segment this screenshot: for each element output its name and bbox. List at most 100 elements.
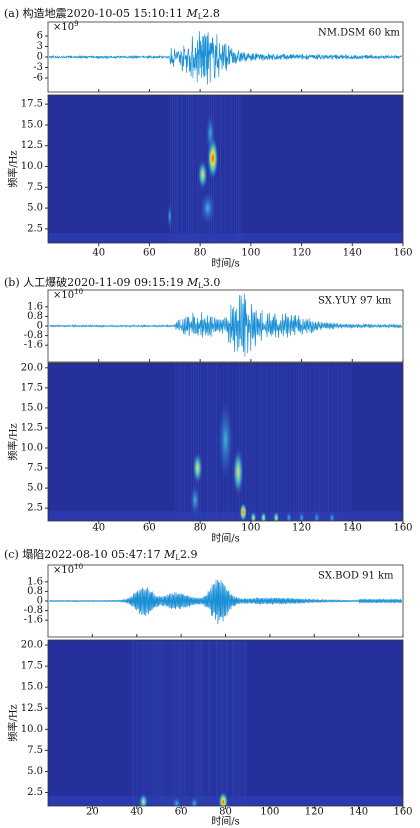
streak xyxy=(169,95,171,243)
x-tick-label: 120 xyxy=(292,248,311,259)
streak xyxy=(343,363,345,521)
streak xyxy=(228,640,230,806)
x-tick-label: 20 xyxy=(86,807,99,818)
energy xyxy=(190,796,199,806)
streak xyxy=(176,95,178,243)
streak xyxy=(186,640,188,806)
station-label: SX.BOD 91 km xyxy=(318,571,394,582)
streak xyxy=(204,363,206,521)
y-tick-label: -1.6 xyxy=(24,340,43,351)
energy xyxy=(192,452,203,485)
x-axis-label: 时间/s xyxy=(211,257,240,270)
magnitude-subscript: L xyxy=(198,282,203,290)
streak xyxy=(148,640,150,806)
streak xyxy=(190,640,192,806)
streak xyxy=(240,640,242,806)
streak xyxy=(222,95,224,243)
streak xyxy=(190,363,192,521)
x-tick-label: 60 xyxy=(143,248,156,259)
y-tick-label: 0 xyxy=(37,52,43,63)
streak xyxy=(272,363,275,521)
streak xyxy=(309,363,311,521)
streak xyxy=(350,363,352,521)
streak xyxy=(206,640,208,806)
streak xyxy=(238,363,240,521)
energy xyxy=(273,511,280,521)
streak xyxy=(178,95,181,243)
streak xyxy=(282,363,284,521)
scale-base: ×10 xyxy=(53,22,74,33)
y-tick-label: 17.5 xyxy=(21,382,43,393)
energy xyxy=(239,502,248,521)
streak xyxy=(242,640,244,806)
streak xyxy=(311,363,313,521)
x-tick-label: 60 xyxy=(143,523,156,534)
y-tick-label: 7.5 xyxy=(27,463,43,474)
energy xyxy=(298,511,305,521)
energy xyxy=(313,511,320,521)
x-tick-label: 160 xyxy=(393,523,412,534)
streak xyxy=(270,363,272,521)
y-tick-label: 1.6 xyxy=(27,301,43,312)
y-tick-label: 0.8 xyxy=(27,586,43,597)
energy xyxy=(328,511,336,521)
x-tick-label: 100 xyxy=(241,523,260,534)
streak xyxy=(198,640,200,806)
streak xyxy=(252,363,254,521)
streak xyxy=(146,640,148,806)
energy xyxy=(250,511,257,521)
streak xyxy=(156,640,158,806)
streak xyxy=(181,363,183,521)
streak xyxy=(316,363,318,521)
streak xyxy=(170,640,172,806)
magnitude-subscript: L xyxy=(198,13,203,21)
x-tick-label: 120 xyxy=(292,523,311,534)
streak xyxy=(195,363,197,521)
streak xyxy=(295,363,297,521)
x-tick-label: 140 xyxy=(349,807,368,818)
streak xyxy=(302,363,304,521)
streak xyxy=(332,363,334,521)
streak xyxy=(183,95,185,243)
waveform xyxy=(48,31,402,85)
streak xyxy=(193,363,195,521)
streak xyxy=(291,363,293,521)
streak xyxy=(208,640,210,806)
streak xyxy=(190,95,192,243)
streak xyxy=(197,95,199,243)
streak xyxy=(348,363,350,521)
streak xyxy=(259,363,261,521)
y-tick-label: 10.0 xyxy=(21,724,43,735)
streak xyxy=(232,640,234,806)
streak xyxy=(197,363,199,521)
x-tick-label: 140 xyxy=(343,248,362,259)
streak xyxy=(224,640,226,806)
magnitude-symbol: M xyxy=(163,548,176,561)
streak xyxy=(334,363,336,521)
scale-base: ×10 xyxy=(53,290,74,301)
waveform xyxy=(49,293,402,357)
streak xyxy=(245,363,247,521)
x-tick-label: 80 xyxy=(219,807,232,818)
streak xyxy=(144,640,146,806)
streak xyxy=(236,640,238,806)
energy xyxy=(190,484,201,517)
y-tick-label: 17.5 xyxy=(21,99,43,110)
x-axis-label: 时间/s xyxy=(211,815,240,828)
station-label: NM.DSM 60 km xyxy=(318,28,400,39)
energy xyxy=(167,203,173,229)
streak xyxy=(219,95,222,243)
streak xyxy=(166,640,168,806)
streak xyxy=(240,363,243,521)
y-tick-label: 5.0 xyxy=(27,766,43,777)
title-text: (c) 塌陷2022-08-10 05:47:17 xyxy=(4,547,164,561)
y-tick-label: -0.8 xyxy=(24,605,43,616)
streak xyxy=(226,95,228,243)
streak xyxy=(298,363,300,521)
streak xyxy=(217,95,219,243)
streak xyxy=(230,640,232,806)
scale-exponent: 10 xyxy=(74,563,83,571)
energy xyxy=(218,791,229,806)
streak xyxy=(345,363,348,521)
